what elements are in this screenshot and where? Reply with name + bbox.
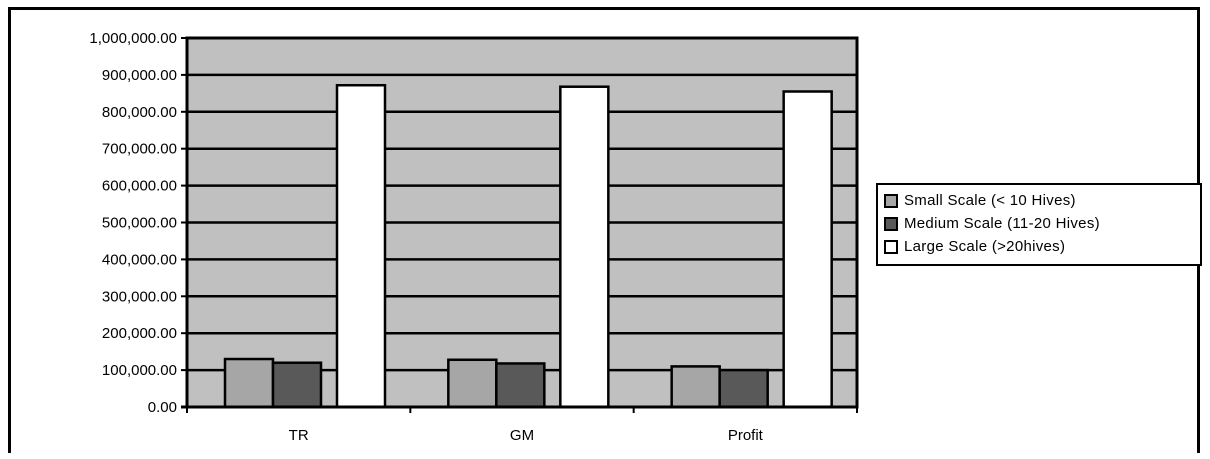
bar-large-scale-profit — [782, 90, 833, 409]
legend-swatch-small-scale — [884, 193, 898, 208]
y-tick-label: 400,000.00 — [102, 251, 177, 268]
legend-label-large-scale: Large Scale (>20hives) — [904, 238, 1066, 255]
y-tick-label: 800,000.00 — [102, 104, 177, 121]
legend-item-large-scale: Large Scale (>20hives) — [884, 235, 1200, 258]
legend-item-medium-scale: Medium Scale (11-20 Hives) — [884, 212, 1200, 235]
legend-swatch-medium-scale — [884, 216, 898, 231]
y-tick-label: 500,000.00 — [102, 215, 177, 232]
bar-small-scale-tr — [223, 357, 275, 409]
bar-large-scale-tr — [335, 83, 387, 409]
y-tick-label: 0.00 — [148, 399, 177, 416]
x-category-label: TR — [289, 427, 309, 444]
legend-label-small-scale: Small Scale (< 10 Hives) — [904, 192, 1076, 209]
legend-item-small-scale: Small Scale (< 10 Hives) — [884, 189, 1200, 212]
bar-large-scale-gm — [559, 85, 610, 409]
y-tick-label: 200,000.00 — [102, 325, 177, 342]
chart-legend: Small Scale (< 10 Hives) Medium Scale (1… — [876, 183, 1202, 266]
y-tick-label: 700,000.00 — [102, 141, 177, 158]
bar-medium-scale-tr — [271, 361, 323, 409]
x-category-label: Profit — [728, 427, 764, 444]
bar-medium-scale-profit — [718, 368, 769, 409]
y-tick-label: 600,000.00 — [102, 178, 177, 195]
bar-small-scale-profit — [670, 365, 721, 409]
bar-medium-scale-gm — [495, 362, 546, 409]
y-tick-label: 1,000,000.00 — [89, 30, 177, 47]
y-tick-label: 900,000.00 — [102, 67, 177, 84]
x-category-label: GM — [510, 427, 534, 444]
y-tick-label: 100,000.00 — [102, 362, 177, 379]
y-tick-label: 300,000.00 — [102, 288, 177, 305]
legend-label-medium-scale: Medium Scale (11-20 Hives) — [904, 215, 1100, 232]
legend-swatch-large-scale — [884, 239, 898, 254]
bar-small-scale-gm — [447, 358, 498, 409]
